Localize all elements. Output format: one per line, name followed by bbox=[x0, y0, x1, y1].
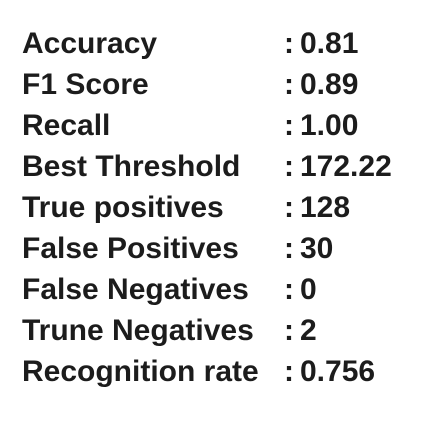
metric-row-f1-score: F1 Score : 0.89 bbox=[22, 64, 422, 105]
metric-row-recall: Recall : 1.00 bbox=[22, 105, 422, 146]
metric-separator: : bbox=[284, 355, 294, 388]
metric-label: Accuracy bbox=[22, 27, 158, 60]
metric-label: Recall bbox=[22, 109, 111, 142]
metric-label: False Negatives bbox=[22, 273, 249, 306]
metric-value: 172.22 bbox=[300, 150, 392, 183]
metric-row-true-negatives: Trune Negatives : 2 bbox=[22, 310, 422, 351]
metric-separator: : bbox=[284, 109, 294, 142]
metric-separator: : bbox=[284, 150, 294, 183]
metric-separator: : bbox=[284, 232, 294, 265]
metric-value: 0.81 bbox=[300, 27, 359, 60]
metric-separator: : bbox=[284, 27, 294, 60]
metric-label: True positives bbox=[22, 191, 224, 224]
metric-separator: : bbox=[284, 191, 294, 224]
metric-row-recognition-rate: Recognition rate : 0.756 bbox=[22, 351, 422, 392]
metric-label: False Positives bbox=[22, 232, 239, 265]
metric-separator: : bbox=[284, 68, 294, 101]
metric-row-best-threshold: Best Threshold : 172.22 bbox=[22, 146, 422, 187]
metric-row-false-positives: False Positives : 30 bbox=[22, 228, 422, 269]
metric-label: F1 Score bbox=[22, 68, 149, 101]
metric-separator: : bbox=[284, 273, 294, 306]
metric-value: 0.89 bbox=[300, 68, 359, 101]
metric-label: Best Threshold bbox=[22, 150, 241, 183]
metric-value: 2 bbox=[300, 314, 317, 347]
metric-row-false-negatives: False Negatives : 0 bbox=[22, 269, 422, 310]
metric-row-true-positives: True positives : 128 bbox=[22, 187, 422, 228]
metric-label: Recognition rate bbox=[22, 355, 259, 388]
metric-row-accuracy: Accuracy : 0.81 bbox=[22, 23, 422, 64]
metric-value: 0 bbox=[300, 273, 317, 306]
metric-value: 128 bbox=[300, 191, 351, 224]
metrics-list: Accuracy : 0.81 F1 Score : 0.89 Recall :… bbox=[22, 23, 422, 392]
metric-separator: : bbox=[284, 314, 294, 347]
metric-label: Trune Negatives bbox=[22, 314, 254, 347]
metric-value: 0.756 bbox=[300, 355, 376, 388]
metric-value: 30 bbox=[300, 232, 334, 265]
metric-value: 1.00 bbox=[300, 109, 359, 142]
